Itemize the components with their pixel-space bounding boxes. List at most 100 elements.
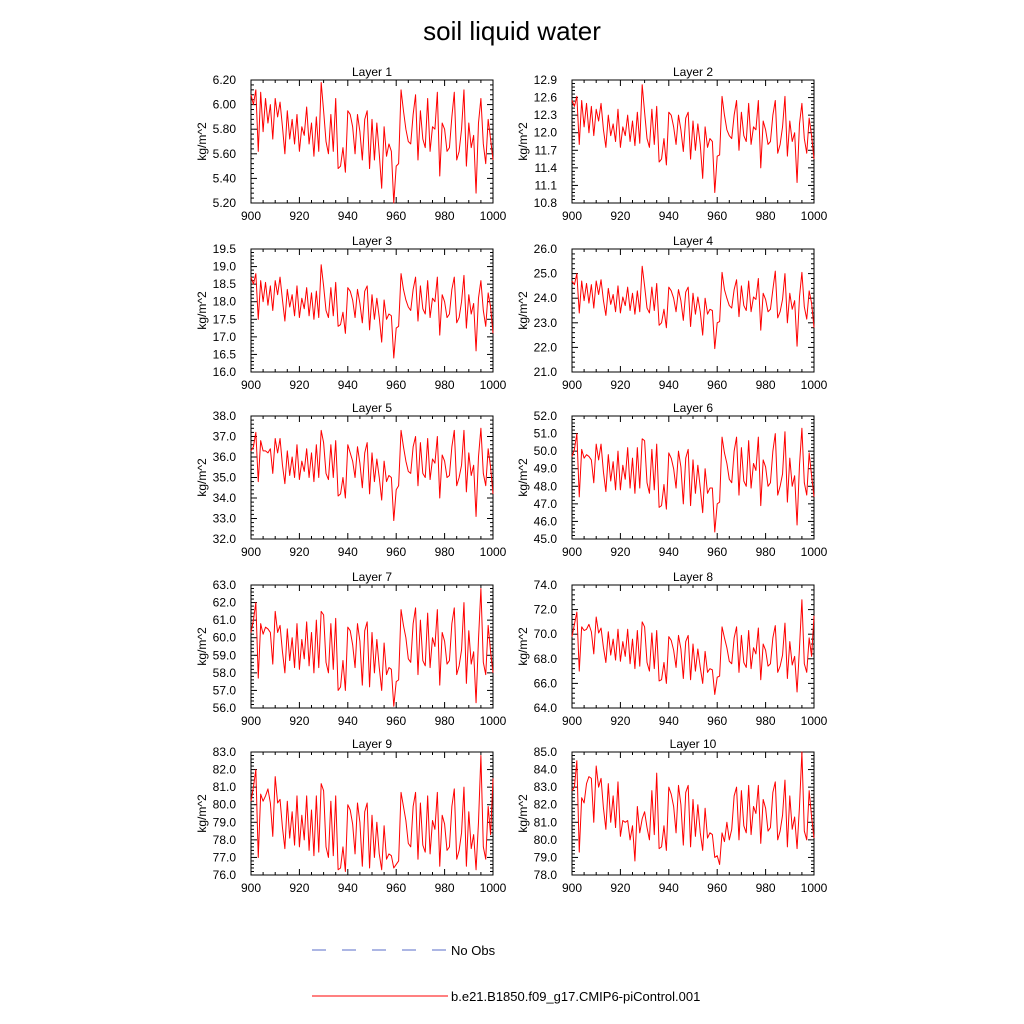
y-tick-label: 48.0 [534,479,558,493]
x-tick-label: 1000 [480,209,507,223]
y-tick-label: 82.0 [213,763,237,777]
x-tick-label: 980 [435,545,455,559]
y-tick-label: 34.0 [213,491,237,505]
y-tick-label: 32.0 [213,532,237,546]
x-tick-label: 980 [435,209,455,223]
panel-layer-8: Layer 8 kg/m^2 900 920 940 960 980 1000 64.0 66.0… [516,570,828,728]
x-tick-label: 940 [659,545,679,559]
y-axis-label: kg/m^2 [516,627,530,666]
y-tick-label: 5.80 [213,122,237,136]
y-tick-label: 21.0 [534,365,558,379]
x-tick-label: 1000 [801,545,828,559]
y-tick-label: 82.0 [534,798,558,812]
y-tick-label: 81.0 [213,780,237,794]
y-tick-label: 37.0 [213,430,237,444]
panel-title: Layer 8 [673,570,713,584]
panel-layer-1: Layer 1 kg/m^2 900 920 940 960 980 1000 5.20 5.40… [195,65,507,223]
y-tick-label: 72.0 [534,603,558,617]
x-tick-label: 900 [562,209,582,223]
series-line [250,427,494,522]
y-tick-label: 12.0 [534,126,558,140]
y-tick-label: 51.0 [534,427,558,441]
x-tick-label: 960 [386,209,406,223]
x-tick-label: 940 [659,881,679,895]
plot-frame [250,79,494,204]
y-tick-label: 84.0 [534,763,558,777]
series-line [250,264,494,359]
y-tick-label: 19.5 [213,242,237,256]
y-tick-label: 76.0 [213,868,237,882]
y-tick-label: 24.0 [534,291,558,305]
y-tick-label: 46.0 [534,514,558,528]
x-tick-label: 980 [756,378,776,392]
y-tick-label: 17.5 [213,312,237,326]
x-tick-label: 920 [610,378,630,392]
x-tick-label: 1000 [801,881,828,895]
x-tick-label: 960 [386,714,406,728]
panel-layer-9: Layer 9 kg/m^2 900 920 940 960 980 1000 76.0 77.0… [195,737,507,895]
x-tick-label: 1000 [480,378,507,392]
x-tick-label: 920 [289,881,309,895]
x-tick-label: 900 [562,881,582,895]
y-axis-label: kg/m^2 [195,122,209,161]
y-tick-label: 78.0 [534,868,558,882]
y-tick-label: 66.0 [534,676,558,690]
y-tick-label: 78.0 [213,833,237,847]
panels-grid: Layer 1 kg/m^2 900 920 940 960 980 1000 5.20 5.40… [195,65,828,895]
y-tick-label: 80.0 [534,833,558,847]
x-tick-label: 900 [562,714,582,728]
panel-layer-7: Layer 7 kg/m^2 900 920 940 960 980 1000 56.0 57.0… [195,570,507,728]
x-tick-label: 980 [435,714,455,728]
y-tick-label: 12.9 [534,73,558,87]
x-tick-label: 980 [756,881,776,895]
x-tick-label: 1000 [480,545,507,559]
x-tick-label: 1000 [480,881,507,895]
y-tick-label: 45.0 [534,532,558,546]
x-tick-label: 900 [241,209,261,223]
x-tick-label: 960 [386,545,406,559]
y-tick-label: 68.0 [534,652,558,666]
y-tick-label: 74.0 [534,578,558,592]
x-tick-label: 1000 [480,714,507,728]
x-tick-label: 920 [289,545,309,559]
y-tick-label: 79.0 [534,850,558,864]
x-tick-label: 940 [659,378,679,392]
x-tick-label: 940 [338,378,358,392]
x-tick-label: 960 [707,714,727,728]
x-tick-label: 900 [562,378,582,392]
y-tick-label: 5.20 [213,196,237,210]
y-tick-label: 11.7 [535,143,558,157]
y-tick-label: 5.60 [213,147,237,161]
panel-title: Layer 7 [352,570,392,584]
panel-title: Layer 9 [352,737,392,751]
y-axis-label: kg/m^2 [195,458,209,497]
x-tick-label: 920 [610,881,630,895]
y-axis-label: kg/m^2 [516,122,530,161]
x-tick-label: 940 [338,209,358,223]
y-tick-label: 61.0 [213,613,237,627]
y-tick-label: 5.40 [213,171,237,185]
legend-label-no-obs: No Obs [451,943,496,958]
figure-title: soil liquid water [423,16,601,46]
y-tick-label: 10.8 [534,196,558,210]
y-tick-label: 22.0 [534,340,558,354]
series-line [250,755,494,872]
y-tick-label: 81.0 [534,815,558,829]
y-tick-label: 49.0 [534,462,558,476]
y-tick-label: 83.0 [534,780,558,794]
x-tick-label: 940 [338,545,358,559]
y-tick-label: 18.0 [213,295,237,309]
x-tick-label: 900 [241,714,261,728]
panel-title: Layer 10 [670,737,717,751]
y-tick-label: 11.4 [535,161,558,175]
series-line [571,751,815,865]
y-tick-label: 52.0 [534,409,558,423]
y-tick-label: 16.0 [213,365,237,379]
x-tick-label: 920 [289,714,309,728]
y-tick-label: 18.5 [213,277,237,291]
x-tick-label: 960 [707,378,727,392]
y-axis-label: kg/m^2 [195,291,209,330]
y-tick-label: 23.0 [534,316,558,330]
x-tick-label: 920 [610,209,630,223]
